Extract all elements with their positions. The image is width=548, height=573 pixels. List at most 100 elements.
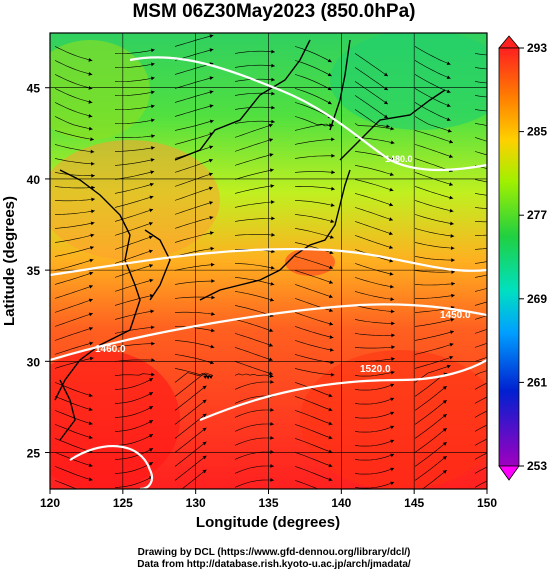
streamline-arrow bbox=[451, 281, 455, 286]
streamline-arrow bbox=[89, 356, 94, 361]
streamline-arrow bbox=[202, 399, 207, 404]
contour-line bbox=[50, 303, 487, 362]
streamline bbox=[54, 74, 93, 89]
streamline bbox=[474, 342, 487, 348]
streamline-arrow bbox=[150, 309, 155, 314]
streamline-arrow bbox=[88, 312, 93, 317]
streamline bbox=[234, 124, 273, 138]
streamline bbox=[294, 214, 335, 223]
streamline bbox=[55, 210, 95, 215]
contour-line bbox=[50, 247, 487, 277]
streamline bbox=[354, 291, 395, 300]
streamline-arrow bbox=[88, 298, 93, 303]
streamline-arrow bbox=[88, 393, 93, 398]
streamline-arrow bbox=[328, 463, 333, 468]
streamline-arrow bbox=[268, 357, 273, 362]
streamline-arrow bbox=[391, 333, 395, 338]
contour-line bbox=[199, 359, 487, 422]
streamline bbox=[474, 137, 487, 142]
streamline bbox=[414, 242, 455, 249]
map-field: 1450.0 1520.0 1460.0 1480.0 bbox=[50, 33, 487, 508]
streamline-arrow bbox=[269, 297, 274, 302]
streamline-arrow bbox=[449, 355, 454, 360]
streamline bbox=[294, 46, 332, 63]
streamline-arrow bbox=[328, 477, 333, 482]
colorbar-top-arrow bbox=[498, 35, 520, 49]
streamline-arrow bbox=[391, 345, 395, 350]
streamline-arrow bbox=[451, 293, 455, 298]
streamline-arrow bbox=[209, 104, 214, 108]
streamline bbox=[114, 250, 153, 264]
streamline bbox=[174, 373, 208, 397]
streamline bbox=[294, 74, 332, 91]
streamline-arrow bbox=[448, 154, 453, 158]
streamline-arrow bbox=[391, 357, 395, 361]
streamline-arrow bbox=[327, 72, 332, 77]
streamline-arrow bbox=[390, 481, 395, 486]
streamline bbox=[474, 53, 487, 56]
streamline-arrow bbox=[150, 325, 155, 330]
streamline-arrow bbox=[270, 200, 275, 204]
streamline-arrow bbox=[390, 467, 395, 472]
streamline bbox=[414, 270, 455, 273]
streamline bbox=[354, 277, 394, 288]
streamline bbox=[114, 196, 154, 208]
streamline bbox=[114, 406, 154, 418]
streamline bbox=[414, 144, 453, 158]
streamline-arrow bbox=[449, 208, 454, 213]
streamline bbox=[294, 410, 333, 425]
streamline bbox=[474, 123, 487, 127]
streamline bbox=[474, 67, 487, 70]
streamline-arrow bbox=[209, 119, 214, 124]
streamline-arrow bbox=[383, 72, 388, 77]
streamline bbox=[474, 274, 487, 278]
streamline-arrow bbox=[330, 372, 335, 377]
streamline-arrow bbox=[390, 425, 395, 430]
streamline bbox=[474, 165, 487, 169]
streamline-arrow bbox=[88, 421, 93, 426]
streamline bbox=[354, 165, 394, 176]
streamline-arrow bbox=[450, 317, 455, 322]
streamline-arrow bbox=[389, 202, 394, 207]
streamline bbox=[294, 326, 334, 338]
streamline-arrow bbox=[383, 86, 388, 91]
streamline bbox=[414, 455, 447, 481]
streamline bbox=[234, 138, 274, 152]
streamline bbox=[54, 313, 93, 327]
streamline bbox=[474, 424, 487, 432]
streamline bbox=[54, 144, 95, 153]
streamline bbox=[234, 218, 275, 222]
streamline bbox=[174, 232, 214, 243]
streamline-arrow bbox=[388, 231, 393, 236]
streamline bbox=[354, 333, 395, 336]
streamline-arrow bbox=[89, 326, 93, 331]
streamline bbox=[294, 424, 333, 439]
streamline bbox=[294, 438, 333, 453]
y-tick-label: 45 bbox=[27, 82, 41, 96]
streamline bbox=[414, 228, 455, 237]
streamline bbox=[54, 410, 93, 425]
streamline-arrow bbox=[150, 372, 155, 377]
streamline-arrow bbox=[271, 216, 275, 221]
streamline-arrow bbox=[446, 117, 451, 122]
streamline bbox=[54, 259, 94, 271]
colorbar-tick-label: 277 bbox=[527, 208, 547, 222]
streamline bbox=[54, 102, 93, 117]
streamline-arrow bbox=[386, 124, 390, 129]
streamline bbox=[354, 439, 395, 447]
streamline bbox=[474, 193, 487, 196]
streamline-arrow bbox=[208, 172, 213, 177]
contour-label: 1460.0 bbox=[95, 344, 126, 355]
streamline-arrow bbox=[89, 491, 93, 495]
streamline bbox=[114, 420, 154, 432]
streamline bbox=[295, 494, 332, 508]
streamline-arrow bbox=[449, 139, 454, 144]
streamline-arrow bbox=[271, 232, 275, 237]
streamline-arrow bbox=[449, 195, 454, 200]
streamline-arrow bbox=[389, 172, 394, 176]
streamline bbox=[54, 357, 94, 369]
streamline bbox=[54, 222, 95, 229]
streamline bbox=[414, 427, 447, 453]
credit-line-2: Data from http://database.rish.kyoto-u.a… bbox=[137, 559, 411, 570]
